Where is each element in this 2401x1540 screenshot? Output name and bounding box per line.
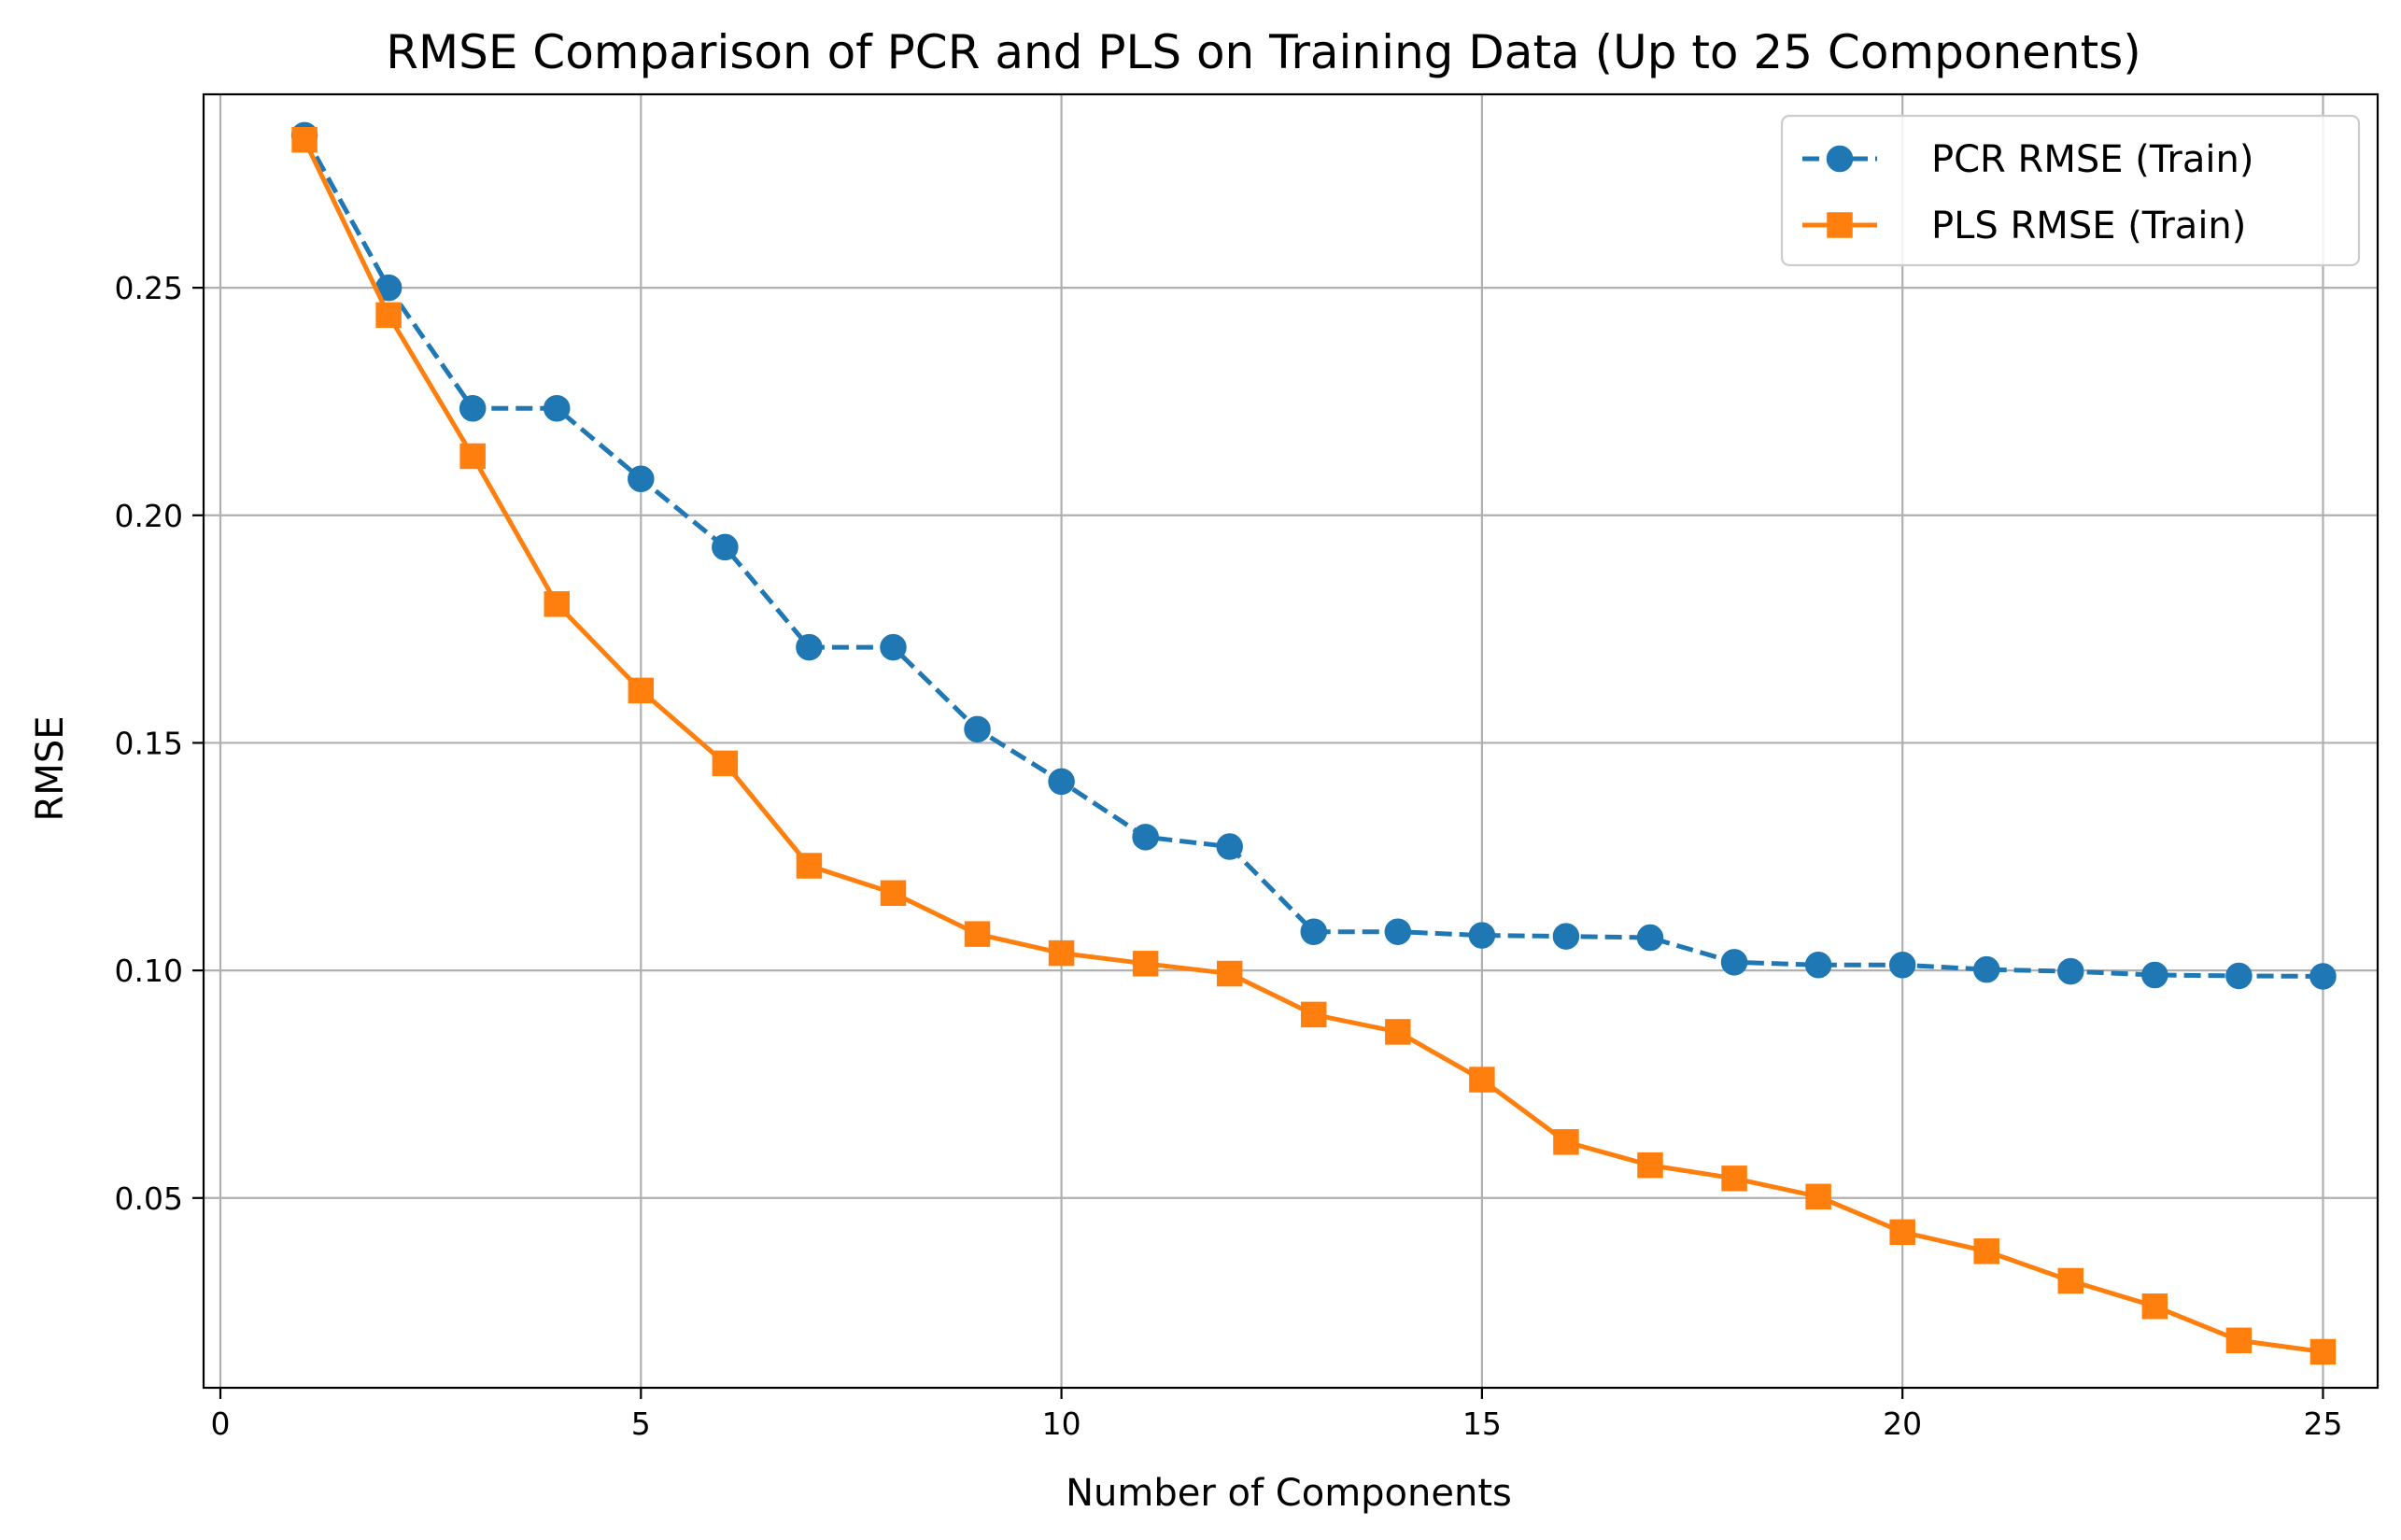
data-point	[796, 853, 823, 879]
data-point	[796, 633, 823, 661]
data-point	[2141, 961, 2168, 989]
x-tick-label: 5	[631, 1406, 651, 1442]
data-point	[375, 302, 402, 329]
data-point	[880, 633, 907, 661]
data-point	[2225, 962, 2253, 990]
data-point	[1300, 918, 1328, 945]
legend-label: PLS RMSE (Train)	[1931, 205, 2246, 247]
data-point	[964, 921, 991, 947]
data-point	[964, 715, 991, 743]
x-tick-label: 0	[211, 1406, 231, 1442]
data-point	[544, 591, 570, 617]
y-tick-label: 0.20	[115, 498, 183, 534]
data-point	[712, 750, 739, 777]
y-tick-label: 0.15	[115, 725, 183, 761]
y-tick-label: 0.05	[115, 1180, 183, 1217]
data-point	[1553, 1129, 1579, 1155]
data-point	[1721, 1166, 1747, 1192]
legend-entry: PLS RMSE (Train)	[1802, 205, 2246, 247]
x-tick-label: 15	[1462, 1406, 1502, 1442]
data-point	[1972, 955, 2000, 983]
data-point	[1720, 949, 1748, 976]
plot-frame	[202, 92, 2380, 1390]
axes-frame	[192, 92, 2380, 1399]
x-tick-label: 10	[1042, 1406, 1081, 1442]
series-2	[291, 126, 2337, 1365]
data-point	[1132, 951, 1159, 977]
data-point	[1636, 924, 1664, 952]
data-point	[628, 465, 655, 493]
data-point	[2057, 1267, 2084, 1294]
data-point	[712, 533, 739, 561]
data-point	[1469, 1067, 1495, 1093]
y-tick-labels: 0.05 0.10 0.15 0.20 0.25	[115, 270, 183, 1217]
legend-box	[1780, 114, 2361, 267]
data-point	[2309, 963, 2337, 990]
data-point	[1216, 833, 1243, 860]
x-tick-label: 25	[2303, 1406, 2342, 1442]
data-point	[1973, 1238, 1999, 1264]
data-point	[2309, 1338, 2337, 1365]
data-point	[1048, 940, 1075, 967]
y-tick-label: 0.10	[115, 953, 183, 989]
data-point	[1889, 1219, 1915, 1246]
x-tick-labels: 0 5 10 15 20 25	[211, 1406, 2343, 1442]
data-point	[1301, 1001, 1327, 1028]
data-point	[1216, 960, 1243, 987]
data-point	[1804, 952, 1832, 979]
data-point	[1385, 1019, 1411, 1045]
y-axis-label: RMSE	[29, 716, 72, 822]
data-point	[1552, 923, 1580, 950]
data-point	[1384, 918, 1412, 945]
series-1	[290, 121, 2337, 990]
data-point	[628, 677, 655, 704]
grid-lines	[204, 94, 2378, 1388]
data-point	[880, 880, 907, 907]
data-point	[291, 126, 318, 153]
data-point	[1805, 1183, 1831, 1210]
legend: PCR RMSE (Train) PLS RMSE (Train)	[1780, 114, 2361, 267]
x-tick-label: 20	[1883, 1406, 1922, 1442]
series-lines	[290, 121, 2337, 1365]
x-axis-label: Number of Components	[1066, 1472, 1512, 1515]
data-point	[1637, 1151, 1663, 1179]
data-point	[1468, 922, 1496, 949]
data-point	[1048, 768, 1075, 796]
chart-title: RMSE Comparison of PCR and PLS on Traini…	[386, 25, 2141, 79]
data-point	[1888, 952, 1916, 979]
data-point	[2141, 1293, 2168, 1320]
legend-marker	[1826, 145, 1854, 173]
data-point	[2057, 957, 2084, 985]
data-point	[1132, 824, 1159, 851]
legend-marker	[1827, 212, 1853, 238]
data-point	[2225, 1327, 2253, 1354]
data-point	[459, 395, 487, 422]
data-point	[459, 443, 486, 470]
y-tick-label: 0.25	[115, 270, 183, 306]
legend-entry: PCR RMSE (Train)	[1802, 138, 2253, 181]
data-point	[543, 395, 571, 422]
legend-label: PCR RMSE (Train)	[1931, 138, 2253, 181]
